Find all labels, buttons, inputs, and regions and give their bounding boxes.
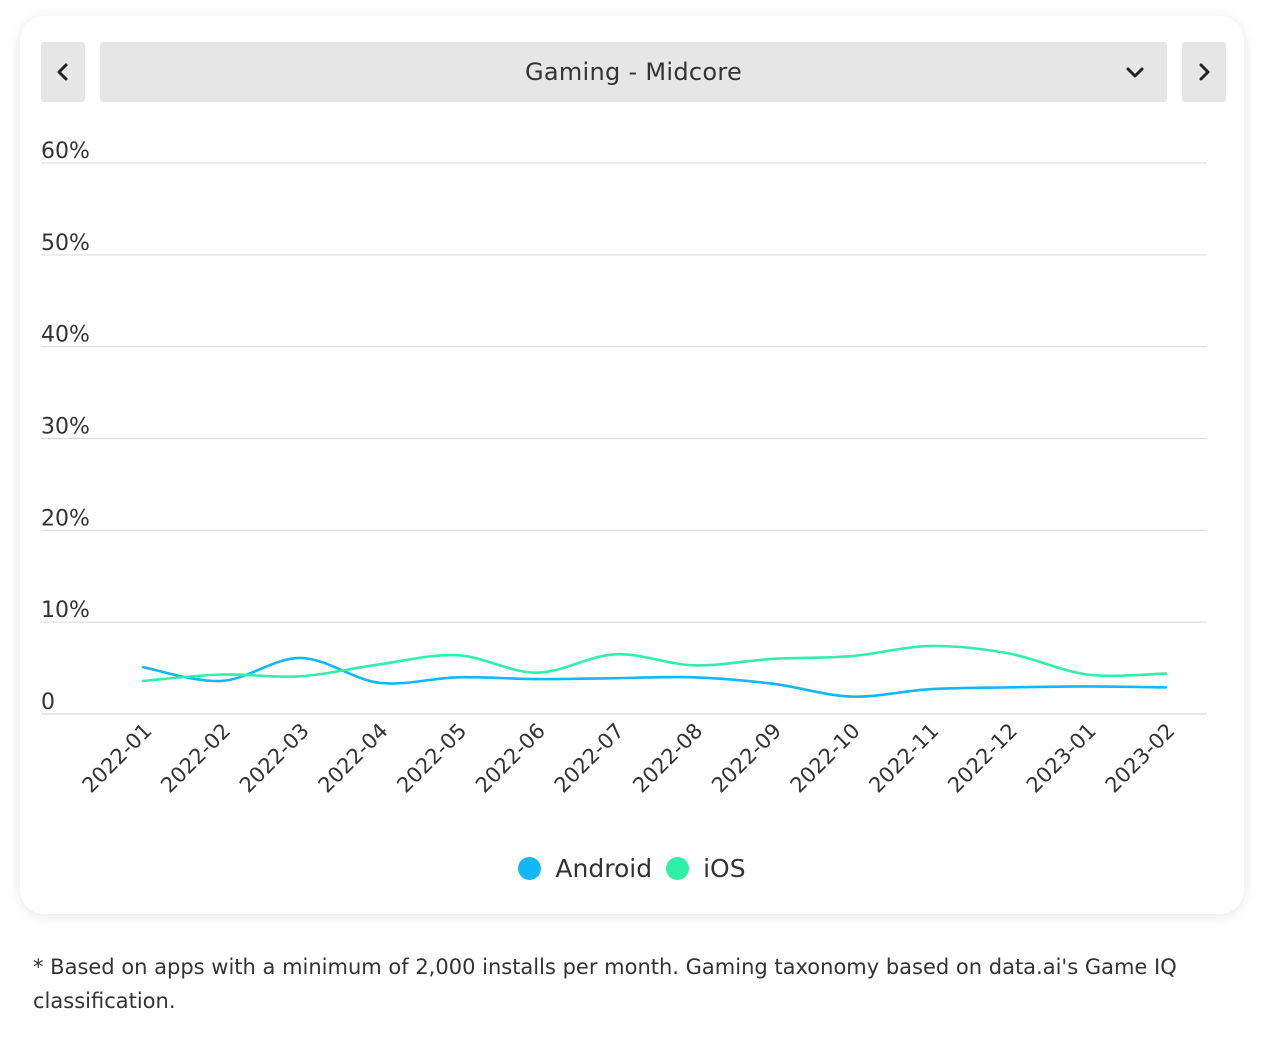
chevron-down-icon [1126,67,1144,78]
x-tick-label: 2022-07 [550,719,629,798]
series-line-android [141,656,1168,698]
x-tick-label: 2022-06 [471,719,550,798]
x-tick-label: 2022-02 [156,719,235,798]
x-tick-label: 2022-11 [864,719,943,798]
previous-category-button[interactable] [41,42,85,102]
x-tick-label: 2023-02 [1101,719,1180,798]
x-tick-label: 2022-03 [235,719,314,798]
x-tick-label: 2022-05 [392,719,471,798]
y-tick-label: 50% [41,231,90,256]
x-tick-label: 2022-04 [314,719,393,798]
line-chart: 0 10% 20% 30% 40% 50% 60% 2022-01 2022-02 2022-03… [41,139,1207,798]
legend-dot [518,857,542,880]
y-tick-label: 0 [41,690,55,715]
y-tick-label: 40% [41,323,90,348]
y-tick-label: 30% [41,415,90,440]
category-dropdown-label: Gaming - Midcore [524,58,743,86]
x-tick-label: 2022-08 [628,719,707,798]
x-tick-label: 2022-01 [78,719,157,798]
footnote: * Based on apps with a minimum of 2,000 … [33,955,1177,1013]
chevron-left-icon [57,63,68,81]
legend-label: Android [555,854,653,883]
legend-item-android[interactable]: Android [518,854,652,883]
x-tick-label: 2023-01 [1022,719,1101,798]
legend-dot [666,857,690,880]
legend-item-ios[interactable]: iOS [666,854,746,883]
x-tick-label: 2022-12 [943,719,1022,798]
x-tick-label: 2022-09 [707,719,786,798]
series-line-ios [141,644,1168,683]
chart-legend: Android iOS [20,854,1244,883]
legend-label: iOS [703,854,746,883]
chart-card: Gaming - Midcore 0 10% 20% 30% 40% 50% 60% 2022… [20,16,1244,914]
category-dropdown[interactable]: Gaming - Midcore [100,42,1167,102]
x-tick-label: 2022-10 [786,719,865,798]
chevron-right-icon [1199,63,1210,81]
y-tick-label: 10% [41,598,90,623]
y-tick-label: 60% [41,139,90,164]
next-category-button[interactable] [1182,42,1226,102]
y-tick-label: 20% [41,506,90,531]
